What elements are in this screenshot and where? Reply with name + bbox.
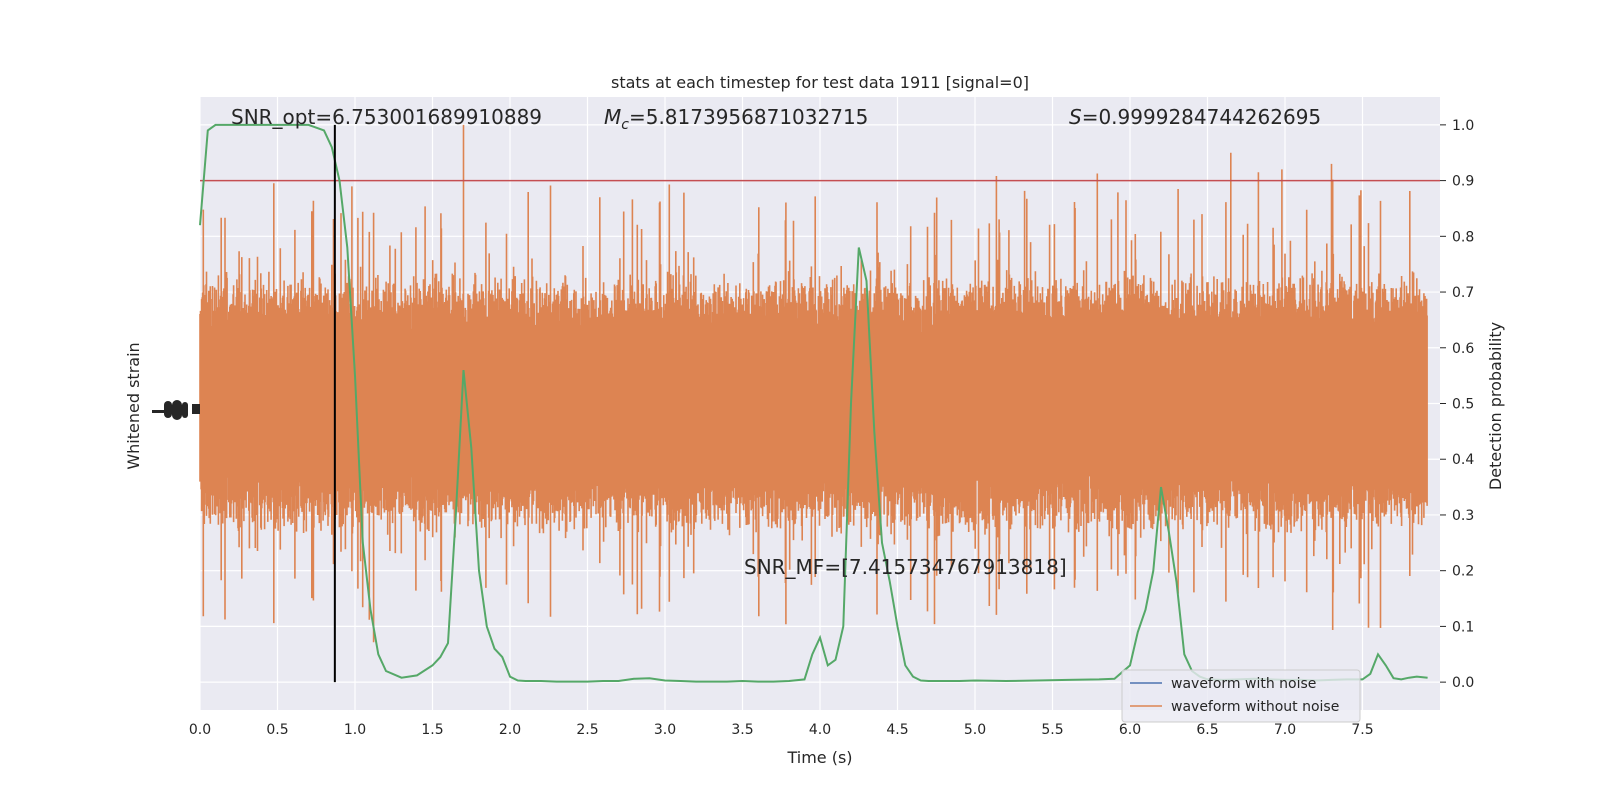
x-ticks: 0.0 0.5 1.0 1.5 2.0 2.5 3.0 3.5 4.0 4.5 5.0 5.5 6.0 6… — [189, 722, 1374, 738]
x-tick-label-8: 4.0 — [809, 722, 831, 738]
legend-label-no-noise: waveform without noise — [1171, 699, 1339, 715]
y-ticks-right: 0.0 0.1 0.2 0.3 0.4 0.5 0.6 0.7 0.8 0.9 1.0 — [1440, 118, 1474, 691]
x-tick-label-1: 0.5 — [266, 722, 288, 738]
s-symbol: S — [1069, 105, 1082, 129]
y-tick-label-1: 0.1 — [1452, 619, 1474, 635]
y-tick-label-2: 0.2 — [1452, 564, 1474, 580]
chirp-mass-value: =5.8173956871032715 — [629, 105, 868, 129]
chirp-mass-symbol: M — [604, 105, 621, 129]
y-tick-label-10: 1.0 — [1452, 118, 1474, 134]
y-tick-label-9: 0.9 — [1452, 174, 1474, 190]
y-tick-label-0: 0.0 — [1452, 675, 1474, 691]
y-tick-label-5: 0.5 — [1452, 397, 1474, 413]
legend-label-noise: waveform with noise — [1171, 676, 1316, 692]
x-tick-label-12: 6.0 — [1119, 722, 1141, 738]
x-tick-label-6: 3.0 — [654, 722, 676, 738]
x-tick-label-2: 1.0 — [344, 722, 366, 738]
legend: waveform with noise waveform without noi… — [1121, 669, 1361, 723]
x-tick-label-0: 0.0 — [189, 722, 211, 738]
s-value: =0.9999284744262695 — [1082, 105, 1321, 129]
strain-series — [199, 124, 1428, 643]
x-tick-label-14: 7.0 — [1274, 722, 1296, 738]
y-tick-label-8: 0.8 — [1452, 229, 1474, 245]
x-tick-label-13: 6.5 — [1196, 722, 1218, 738]
snr-opt-annotation: SNR_opt=6.753001689910889 — [231, 105, 542, 129]
chart-title: stats at each timestep for test data 191… — [611, 73, 1029, 92]
strain-waveform — [199, 124, 1428, 643]
legend-box — [1121, 669, 1361, 723]
x-axis-label: Time (s) — [786, 748, 852, 767]
x-tick-label-7: 3.5 — [731, 722, 753, 738]
x-tick-label-4: 2.0 — [499, 722, 521, 738]
x-tick-label-9: 4.5 — [886, 722, 908, 738]
chirp-mass-subscript: c — [621, 117, 629, 133]
x-tick-label-11: 5.5 — [1041, 722, 1063, 738]
y-tick-label-3: 0.3 — [1452, 508, 1474, 524]
chirp-mass-annotation: Mc=5.8173956871032715 — [604, 105, 868, 133]
x-tick-label-5: 2.5 — [576, 722, 598, 738]
x-tick-label-10: 5.0 — [964, 722, 986, 738]
left-axis-collapsed-ticks — [152, 400, 200, 420]
snr-mf-annotation: SNR_MF=[7.41573476791381​8] — [744, 555, 1067, 579]
y-axis-label-right: Detection probability — [1486, 322, 1505, 490]
y-axis-label-left: Whitened strain — [124, 342, 143, 469]
x-tick-label-3: 1.5 — [421, 722, 443, 738]
y-tick-label-4: 0.4 — [1452, 452, 1474, 468]
x-tick-label-15: 7.5 — [1351, 722, 1373, 738]
s-annotation: S=0.9999284744262695 — [1069, 105, 1321, 129]
y-tick-label-6: 0.6 — [1452, 341, 1474, 357]
y-tick-label-7: 0.7 — [1452, 285, 1474, 301]
